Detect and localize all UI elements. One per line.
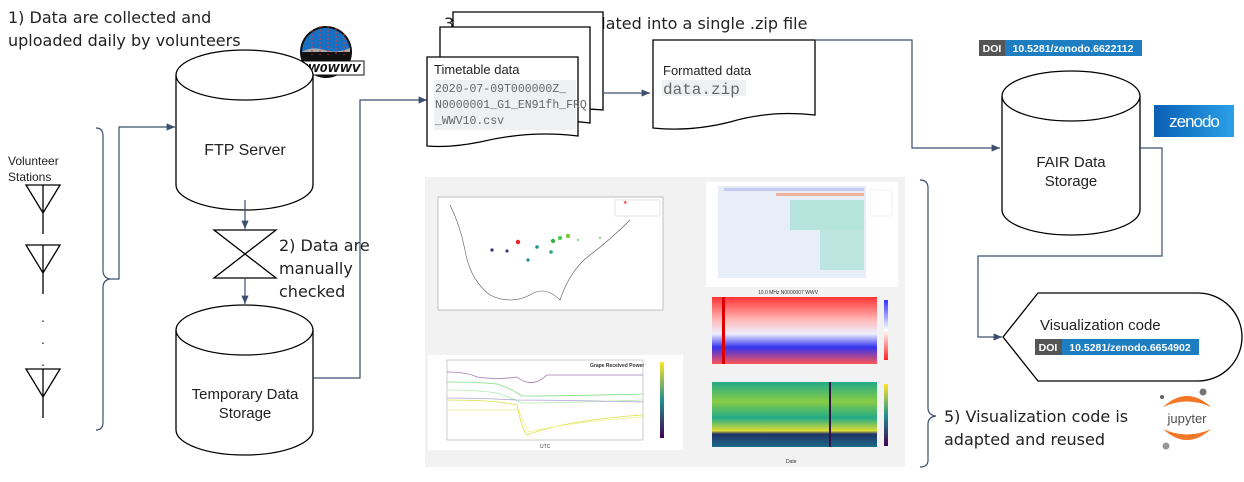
ellipsis-dot: . [41,331,45,347]
visualization-figures-panel: ★ 10.0 MHz N0000007 WWV Date [425,177,905,467]
timetable-filename-1: 2020-07-09T000000Z_ [435,83,566,96]
heatmap-title: 10.0 MHz N0000007 WWV [758,290,819,296]
step5-line2: adapted and reused [944,430,1105,449]
heatmap-xlabel: Date [786,459,797,465]
visualization-code-node: Visualization code [1002,292,1243,382]
antenna-icon [24,184,62,234]
line-chart-title: Grape Received Power [590,363,644,369]
timetable-filename-3: _WWV10.csv [434,115,504,128]
fair-label-2: Storage [1045,173,1098,190]
doi-value: 10.5281/zenodo.6654902 [1069,342,1191,354]
antenna-icons [24,184,62,418]
timetable-documents: Timetable data 2020-07-09T000000Z_ N0000… [426,11,604,148]
data-doi-badge[interactable]: DOI 10.5281/zenodo.6622112 [979,40,1142,56]
zenodo-logo-text: zenodo [1169,112,1219,131]
svg-text:★: ★ [623,200,628,206]
code-doi-badge[interactable]: DOI 10.5281/zenodo.6654902 [1035,339,1199,355]
temporary-storage-label-1: Temporary Data [192,386,299,403]
timetable-title: Timetable data [434,62,520,77]
timetable-filename-2: N0000001_G1_EN91fh_FRQ [435,99,587,112]
stations-label-2: Stations [8,170,51,184]
ellipsis-dot: . [41,309,45,325]
visualization-label: Visualization code [1040,317,1161,334]
step2-line3: checked [279,282,345,301]
line-chart-xlabel: UTC [540,444,551,450]
antenna-icon [24,368,62,418]
temporary-storage-cylinder: Temporary Data Storage [175,304,314,456]
doi-prefix: DOI [983,43,1002,55]
ftp-server-label: FTP Server [204,142,286,159]
ftp-server-cylinder: FTP Server [175,49,314,211]
fair-storage-cylinder: FAIR Data Storage [1001,70,1141,236]
step1-line2: uploaded daily by volunteers [8,31,241,50]
formatted-filename: data.zip [663,81,740,99]
step5-line1: 5) Visualization code is [944,407,1128,426]
manual-check-valve [212,229,278,279]
ellipsis-dot: . [41,353,45,369]
power-heatmap: Date [712,382,888,465]
stations-brace [95,127,111,431]
station-map: ★ [437,196,664,311]
temporary-storage-label-2: Storage [219,405,272,422]
zenodo-logo: zenodo [1154,105,1234,137]
doppler-heatmap: 10.0 MHz N0000007 WWV [712,290,888,364]
step2-line1: 2) Data are [279,236,370,255]
step1-line1: 1) Data are collected and [8,8,211,27]
timetable-chart [706,182,898,287]
step2-line2: manually [279,259,353,278]
antenna-icon [24,244,62,294]
received-power-line-chart: Grape Received Power UTC [428,355,683,450]
doi-value: 10.5281/zenodo.6622112 [1013,43,1134,55]
fair-label-1: FAIR Data [1036,154,1106,171]
stations-label-1: Volunteer [8,154,59,168]
formatted-data-document: Formatted data data.zip [652,39,816,130]
formatted-title: Formatted data [663,63,752,78]
jupyter-logo: jupyter [1160,388,1211,450]
figures-brace [919,179,937,468]
jupyter-logo-text: jupyter [1166,411,1207,426]
doi-prefix: DOI [1039,342,1058,354]
